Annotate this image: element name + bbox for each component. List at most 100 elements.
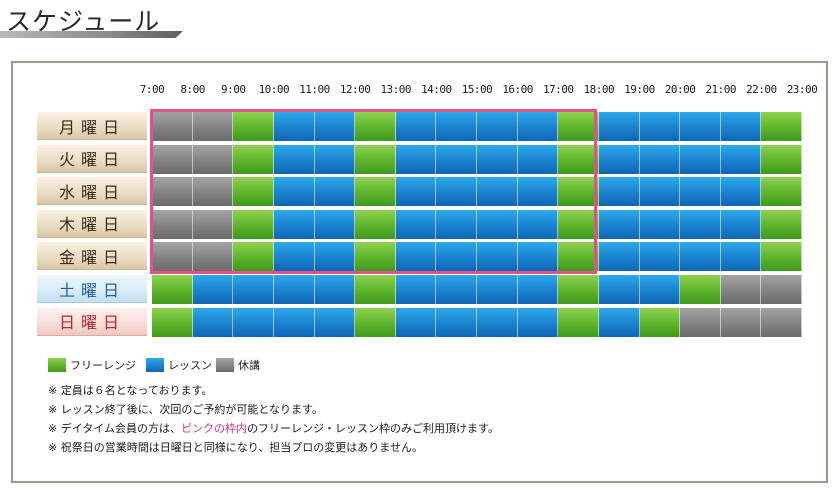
note-daytime-post: のフリーレンジ・レッスン枠のみご利用頂けます。 [247,422,499,435]
free-range-slot [558,112,599,141]
free-range-slot [152,275,193,304]
closed-slot [152,112,193,141]
lesson-slot [598,177,640,207]
time-label: 14:00 [421,83,452,96]
free-range-slot [558,275,599,304]
day-label: 月曜日 [37,112,147,140]
free-range-slot [233,177,274,207]
time-label: 11:00 [299,83,330,96]
lesson-slot [639,144,681,174]
free-range-slot [558,144,599,174]
day-label: 火曜日 [37,144,147,173]
free-range-slot [355,209,396,239]
lesson-slot [273,144,315,174]
closed-slot [192,177,234,207]
lesson-slot [273,177,315,207]
free-range-slot [233,112,274,141]
lesson-slot [598,307,640,337]
closed-swatch [216,358,234,372]
lesson-slot [680,177,721,207]
lesson-slot [477,209,518,239]
lesson-slot [720,209,762,239]
lesson-slot [436,177,477,207]
free-range-slot [355,144,396,174]
lesson-slot [517,242,559,272]
time-label: 23:00 [786,83,818,96]
time-label: 19:00 [624,83,655,96]
lesson-slot [517,177,559,207]
lesson-slot [477,177,518,207]
closed-slot [192,209,234,239]
free-range-slot [355,112,396,141]
time-label: 17:00 [542,83,574,96]
closed-slot [152,144,193,174]
time-label: 13:00 [380,83,412,96]
legend-free-range-label: フリーレンジ [70,359,136,372]
lesson-slot [639,209,681,239]
free-range-slot [355,177,396,207]
lesson-slot [273,112,315,141]
free-range-slot [233,209,274,239]
free-range-slot [680,275,721,304]
lesson-slot [639,112,681,141]
closed-slot [761,307,802,337]
time-label: 12:00 [339,83,371,96]
time-label: 21:00 [705,83,737,96]
free-range-slot [233,144,274,174]
day-label: 日曜日 [37,307,147,336]
day-label: 土曜日 [37,275,147,303]
closed-slot [720,307,762,337]
lesson-slot [273,242,315,272]
closed-slot [152,242,193,272]
lesson-slot [273,307,315,337]
lesson-slot [720,242,762,272]
legend-lesson: レッスン [146,357,212,373]
lesson-slot [680,209,721,239]
lesson-slot [477,144,518,174]
note-daytime-pink: ピンクの枠内 [181,422,248,435]
time-label: 18:00 [583,83,615,96]
free-range-slot [558,242,599,272]
lesson-slot [517,275,559,304]
time-label: 15:00 [461,83,493,96]
closed-slot [192,112,234,141]
day-label: 木曜日 [37,209,147,238]
legend-lesson-label: レッスン [168,359,212,372]
time-label: 7:00 [139,83,165,96]
legend-closed-label: 休講 [238,359,260,372]
time-label: 8:00 [180,83,205,96]
lesson-slot [395,177,437,207]
lesson-slot [314,307,356,337]
lesson-slot [436,242,477,272]
free-range-slot [761,177,802,207]
lesson-slot [192,307,234,337]
lesson-slot [314,112,356,141]
lesson-slot [436,275,477,304]
free-range-slot [761,242,802,272]
note-holiday: ※ 祝祭日の営業時間は日曜日と同様になり、担当プロの変更はありません。 [48,441,423,454]
lesson-slot [314,209,356,239]
lesson-slot [680,112,721,141]
lesson-slot [639,242,681,272]
note-daytime-pre: ※ デイタイム会員の方は、 [48,422,182,435]
lesson-slot [314,144,356,174]
time-label: 16:00 [502,83,533,96]
lesson-slot [639,177,681,207]
free-range-slot [355,307,396,337]
lesson-slot [598,242,640,272]
free-range-slot [761,112,802,141]
free-range-swatch [48,358,66,372]
closed-slot [720,275,762,304]
lesson-slot [436,209,477,239]
free-range-slot [233,242,274,272]
lesson-slot [395,209,437,239]
legend-free-range: フリーレンジ [48,357,136,373]
lesson-slot [639,275,681,304]
lesson-slot [233,275,274,304]
lesson-slot [273,209,315,239]
lesson-slot [273,275,315,304]
lesson-slot [314,275,356,304]
day-label: 金曜日 [37,242,147,271]
lesson-slot [395,242,437,272]
lesson-slot [436,144,477,174]
